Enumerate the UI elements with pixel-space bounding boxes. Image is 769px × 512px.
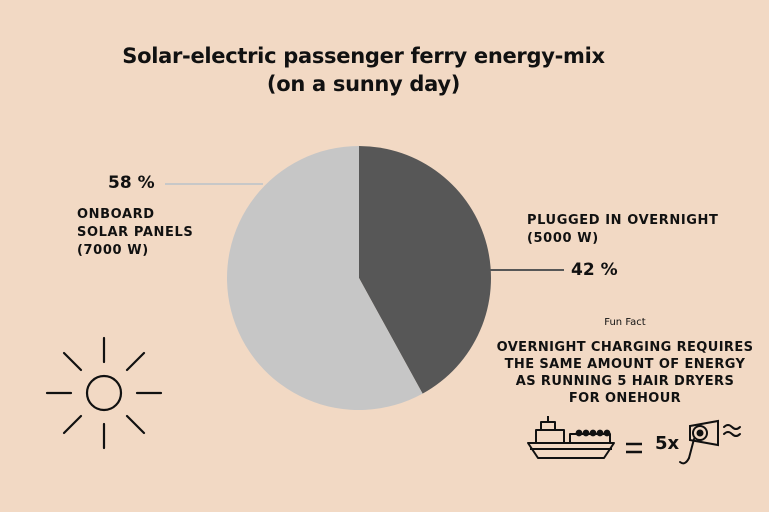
grid-label: PLUGGED IN OVERNIGHT (5000 W)	[527, 212, 718, 248]
fun-fact-line3: AS RUNNING 5 HAIR DRYERS	[515, 374, 735, 389]
ferry-icon	[527, 416, 615, 459]
grid-label-line1: PLUGGED IN OVERNIGHT	[527, 213, 719, 228]
equals-icon	[626, 442, 642, 454]
fun-fact-line1: OVERNIGHT CHARGING REQUIRES	[496, 340, 754, 355]
hair-dryer-icon	[679, 419, 741, 465]
multiplier-text: 5x	[655, 433, 680, 454]
pie-slice-solar	[227, 146, 423, 410]
grid-label-line2: (5000 W)	[527, 231, 599, 246]
chart-title-line2: (on a sunny day)	[266, 72, 461, 96]
fun-fact-heading: Fun Fact	[604, 317, 646, 328]
grid-percent-label: 42 %	[571, 260, 618, 280]
fun-fact-line2: THE SAME AMOUNT OF ENERGY	[504, 357, 746, 372]
solar-label-line3: (7000 W)	[77, 243, 149, 258]
chart-title-line1: Solar-electric passenger ferry energy-mi…	[122, 44, 605, 68]
solar-label-line1: ONBOARD	[77, 207, 155, 222]
pie-slices	[227, 146, 492, 410]
chart-title: Solar-electric passenger ferry energy-mi…	[0, 42, 727, 98]
solar-percent-label: 58 %	[108, 173, 155, 193]
fun-fact-text: OVERNIGHT CHARGING REQUIRES THE SAME AMO…	[486, 339, 764, 407]
solar-label-line2: SOLAR PANELS	[77, 225, 194, 240]
fun-fact-line4: FOR ONEHOUR	[568, 391, 682, 406]
sun-icon	[45, 336, 163, 450]
pie-slice-plugged-in	[359, 146, 492, 394]
solar-label: ONBOARD SOLAR PANELS (7000 W)	[77, 206, 193, 260]
